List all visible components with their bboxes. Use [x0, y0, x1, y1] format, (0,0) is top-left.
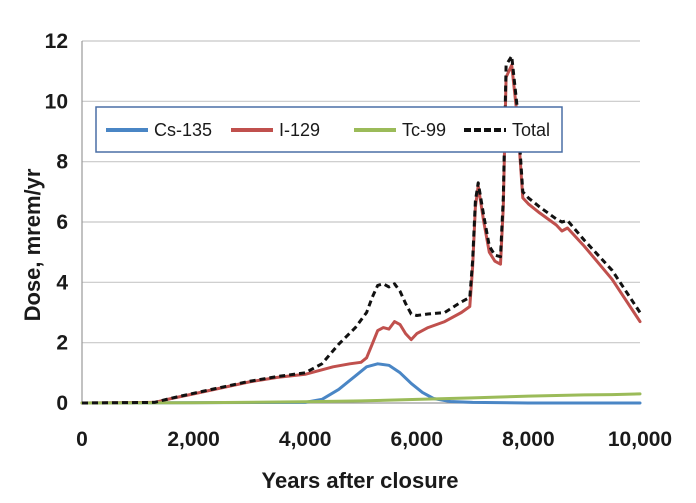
series-line-tc-99: [80, 392, 642, 405]
tick-labels: 0 2 4 6 8 10 12 0 2,000 4,000 6,000 8,000 10,000: [45, 30, 672, 451]
y-tick-label: 4: [56, 271, 68, 294]
legend-label-i-129: I-129: [279, 120, 320, 140]
y-tick-label: 8: [56, 151, 68, 174]
series-line-cs-135: [80, 362, 642, 405]
x-tick-label: 6,000: [391, 428, 444, 451]
legend: Cs-135 I-129 Tc-99 Total: [95, 106, 563, 153]
x-axis-title: Years after closure: [262, 468, 459, 493]
y-tick-label: 6: [56, 211, 68, 234]
x-tick-label: 4,000: [279, 428, 332, 451]
legend-label-tc-99: Tc-99: [402, 120, 446, 140]
legend-label-total: Total: [512, 120, 550, 140]
x-tick-label: 10,000: [608, 428, 672, 451]
x-tick-label: 0: [76, 428, 88, 451]
y-tick-label: 0: [56, 392, 68, 415]
x-tick-label: 2,000: [167, 428, 220, 451]
series-lines: [80, 54, 642, 405]
series-line-i-129: [80, 63, 642, 405]
x-tick-label: 8,000: [502, 428, 555, 451]
legend-label-cs-135: Cs-135: [154, 120, 212, 140]
y-tick-label: 10: [45, 90, 68, 113]
grid-lines: [82, 40, 640, 344]
y-tick-label: 12: [45, 30, 68, 53]
series-line-total: [81, 54, 642, 405]
y-tick-label: 2: [56, 332, 68, 355]
y-axis-title: Dose, mrem/yr: [20, 168, 45, 321]
